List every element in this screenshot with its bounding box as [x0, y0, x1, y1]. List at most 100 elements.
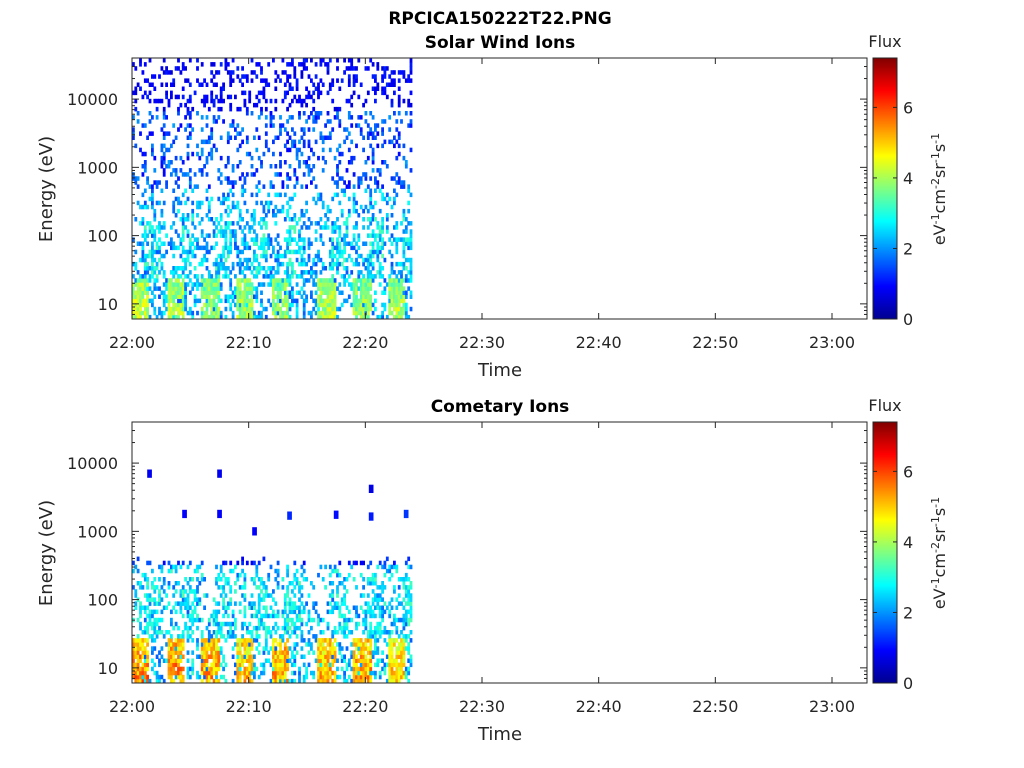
spectrogram-cell	[350, 115, 354, 120]
spectrogram-cell	[274, 213, 278, 218]
spectrogram-cell	[274, 286, 278, 291]
spectrogram-cell	[231, 646, 235, 651]
spectrogram-cell	[167, 286, 171, 291]
spectrogram-cell	[302, 314, 306, 320]
spectrogram-cell	[248, 642, 252, 647]
spectrogram-cell	[179, 274, 183, 279]
spectrogram-cell	[146, 298, 149, 304]
spectrogram-cell	[305, 225, 308, 230]
spectrogram-cell	[264, 625, 268, 631]
spectrogram-cell	[272, 278, 275, 283]
spectrogram-cell	[381, 127, 384, 132]
spectrogram-cell	[381, 266, 384, 271]
spectrogram-cell	[283, 143, 287, 149]
spectrogram-cell	[355, 241, 358, 246]
spectrogram-cell	[400, 270, 403, 275]
spectrogram-cell	[305, 601, 308, 606]
spectrogram-cell	[158, 229, 161, 234]
spectrogram-cell	[203, 605, 206, 610]
spectrogram-cell	[184, 605, 187, 610]
spectrogram-cell	[215, 642, 218, 647]
spectrogram-cell	[165, 642, 168, 647]
spectrogram-cell	[312, 306, 316, 312]
spectrogram-cell	[321, 225, 325, 230]
spectrogram-cell	[298, 666, 301, 672]
spectrogram-cell	[231, 221, 235, 226]
spectrogram-cell	[143, 658, 147, 663]
spectrogram-cell	[158, 306, 161, 312]
spectrogram-cell	[165, 90, 168, 96]
spectrogram-cell	[383, 74, 387, 79]
spectrogram-cell	[343, 188, 346, 193]
spectrogram-cell	[279, 294, 282, 299]
spectrogram-cell	[160, 609, 164, 615]
spectrogram-cell	[158, 597, 161, 602]
spectrogram-cell	[307, 94, 311, 100]
spectrogram-cell	[226, 176, 230, 181]
spectrogram-cell	[253, 208, 256, 214]
colorbar	[872, 57, 898, 320]
spectrogram-cell	[300, 135, 304, 140]
spectrogram-cell	[302, 131, 306, 136]
spectrogram-cell	[198, 674, 202, 680]
spectrogram-cell	[170, 642, 173, 647]
spectrogram-cell	[366, 314, 370, 320]
spectrogram-cell	[340, 581, 344, 586]
spectrogram-cell	[177, 58, 180, 63]
spectrogram-cell	[158, 237, 161, 242]
spectrogram-cell	[328, 310, 332, 316]
spectrogram-cell	[374, 642, 377, 647]
spectrogram-cell	[177, 66, 180, 71]
spectrogram-cell	[172, 123, 176, 128]
spectrogram-cell	[151, 196, 154, 202]
spectrogram-cell	[409, 237, 413, 242]
spectrogram-cell	[369, 298, 373, 304]
spectrogram-cell	[151, 147, 154, 153]
spectrogram-cell	[395, 241, 399, 246]
spectrogram-cell	[338, 282, 342, 287]
spectrogram-cell	[300, 184, 304, 189]
spectrogram-cell	[155, 314, 159, 320]
spectrogram-cell	[203, 94, 206, 100]
spectrogram-cell	[300, 294, 304, 299]
spectrogram-cell	[179, 674, 183, 680]
spectrogram-cell	[310, 270, 313, 275]
spectrogram-cell	[255, 270, 259, 275]
spectrogram-cell	[224, 233, 228, 238]
spectrogram-cell	[222, 196, 225, 202]
spectrogram-cell	[148, 184, 152, 189]
spectrogram-cell	[274, 294, 278, 299]
spectrogram-cell	[207, 249, 211, 255]
spectrogram-cell	[217, 646, 221, 651]
spectrogram-cell	[312, 82, 316, 87]
spectrogram-cell	[267, 241, 271, 246]
spectrogram-cell	[359, 278, 363, 283]
spectrogram-cell	[369, 204, 373, 210]
spectrogram-cell	[305, 184, 308, 189]
spectrogram-cell	[295, 613, 299, 619]
spectrogram-cell	[205, 290, 209, 295]
spectrogram-cell	[295, 221, 299, 226]
spectrogram-cell	[407, 658, 411, 663]
spectrogram-cell	[397, 86, 401, 91]
spectrogram-cell	[241, 278, 244, 283]
spectrogram-cell	[355, 278, 358, 283]
spectrogram-cell	[376, 597, 380, 602]
spectrogram-cell	[148, 111, 152, 116]
spectrogram-cell	[238, 609, 242, 615]
spectrogram-cell	[272, 184, 275, 189]
spectrogram-cell	[362, 654, 365, 659]
spectrogram-cell	[267, 82, 271, 87]
spectrogram-cell	[378, 593, 382, 598]
spectrogram-cell	[188, 634, 192, 639]
spectrogram-cell	[234, 302, 237, 308]
spectrogram-cell	[203, 674, 206, 680]
spectrogram-cell	[378, 172, 382, 177]
spectrogram-cell	[300, 634, 304, 639]
spectrogram-cell	[215, 581, 218, 586]
spectrogram-cell	[314, 601, 318, 606]
spectrogram-cell	[333, 650, 337, 655]
spectrogram-cell	[331, 196, 335, 202]
spectrogram-cell	[357, 270, 361, 275]
spectrogram-cell	[331, 278, 335, 283]
